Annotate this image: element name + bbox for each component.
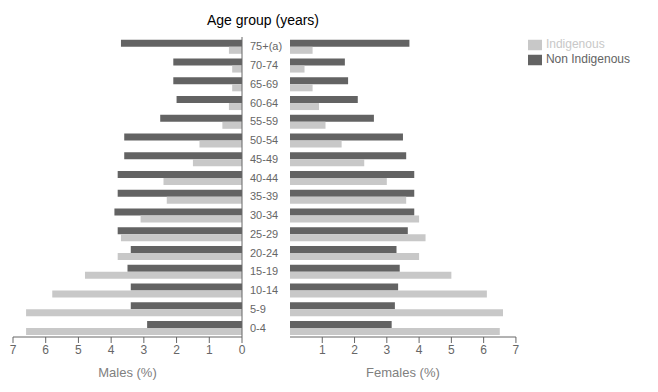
svg-text:75+(a): 75+(a)	[250, 40, 282, 52]
svg-text:10-14: 10-14	[250, 284, 278, 296]
svg-text:45-49: 45-49	[250, 153, 278, 165]
svg-text:0: 0	[239, 343, 246, 357]
svg-text:3: 3	[141, 343, 148, 357]
svg-text:30-34: 30-34	[250, 209, 278, 221]
svg-text:15-19: 15-19	[250, 265, 278, 277]
svg-text:50-54: 50-54	[250, 134, 278, 146]
svg-text:Males (%): Males (%)	[98, 365, 157, 380]
svg-text:40-44: 40-44	[250, 172, 278, 184]
html-text:Non Indigenous: Non Indigenous	[545, 51, 630, 66]
svg-text:3: 3	[383, 343, 390, 357]
html-text:Age group (years): Age group (years)	[207, 12, 319, 28]
svg-text:6: 6	[480, 343, 487, 357]
svg-text:6: 6	[42, 343, 49, 357]
svg-text:1: 1	[319, 343, 326, 357]
svg-text:7: 7	[10, 343, 17, 357]
svg-text:0-4: 0-4	[250, 322, 266, 334]
svg-text:60-64: 60-64	[250, 97, 278, 109]
svg-text:5-9: 5-9	[250, 303, 266, 315]
html-text:Indigenous: Indigenous	[545, 37, 605, 51]
svg-text:5: 5	[75, 343, 82, 357]
svg-text:1: 1	[206, 343, 213, 357]
svg-text:70-74: 70-74	[250, 59, 278, 71]
svg-text:55-59: 55-59	[250, 115, 278, 127]
svg-text:Females (%): Females (%)	[366, 365, 440, 380]
svg-text:35-39: 35-39	[250, 190, 278, 202]
svg-text:65-69: 65-69	[250, 78, 278, 90]
svg-text:5: 5	[448, 343, 455, 357]
svg-text:4: 4	[416, 343, 423, 357]
svg-text:25-29: 25-29	[250, 228, 278, 240]
svg-text:7: 7	[513, 343, 520, 357]
svg-text:4: 4	[108, 343, 115, 357]
svg-text:2: 2	[173, 343, 180, 357]
svg-text:2: 2	[351, 343, 358, 357]
svg-text:20-24: 20-24	[250, 247, 278, 259]
